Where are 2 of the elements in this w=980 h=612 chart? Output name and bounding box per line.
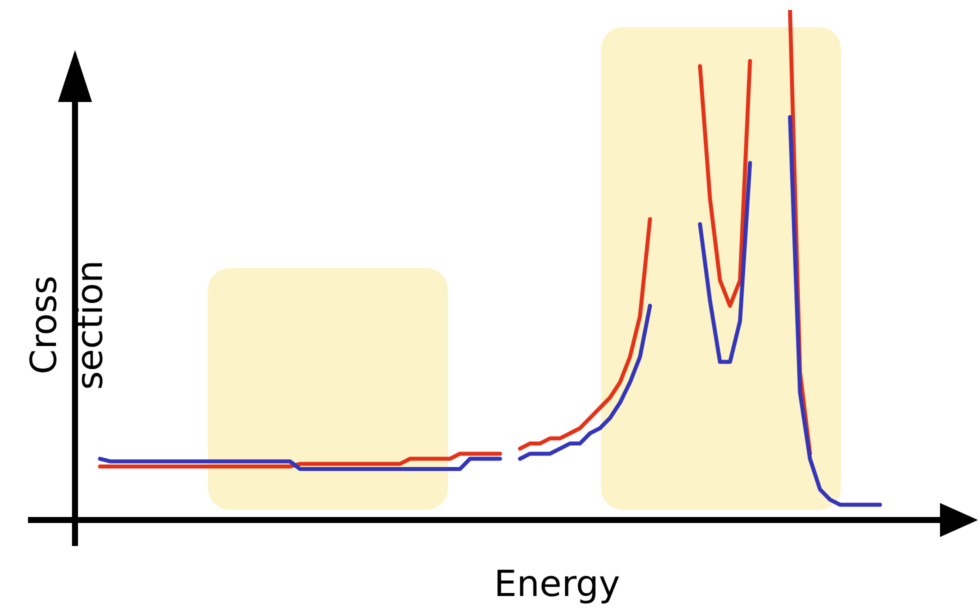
y-axis-title: Cross section: [24, 260, 111, 390]
x-axis-title: Energy: [494, 564, 620, 605]
